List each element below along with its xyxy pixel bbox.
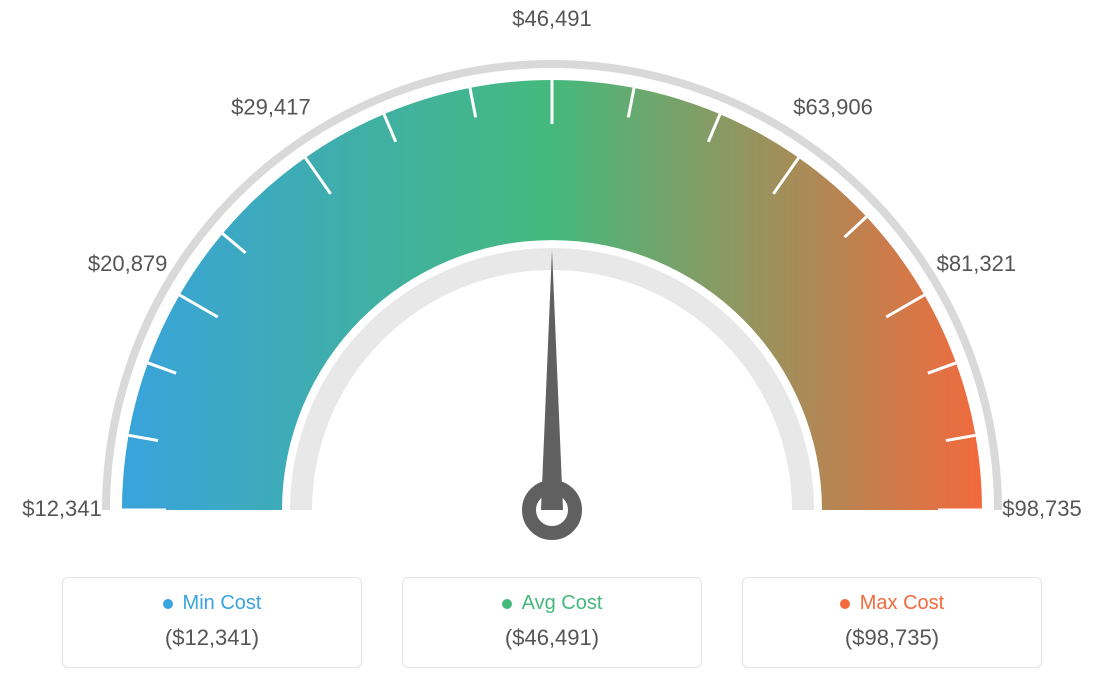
legend-dot-icon	[840, 599, 850, 609]
gauge-needle	[541, 250, 563, 510]
legend-value: ($12,341)	[63, 625, 361, 651]
gauge-tick-label: $29,417	[231, 94, 311, 119]
legend-title: Avg Cost	[502, 592, 603, 615]
gauge-tick-label: $12,341	[22, 496, 102, 521]
legend-label: Avg Cost	[522, 592, 603, 615]
gauge-tick-label: $98,735	[1002, 496, 1082, 521]
gauge-tick-label: $63,906	[793, 94, 873, 119]
legend-title: Min Cost	[163, 592, 262, 615]
legend-label: Min Cost	[183, 592, 262, 615]
gauge-tick-label: $20,879	[88, 251, 168, 276]
legend-value: ($46,491)	[403, 625, 701, 651]
gauge-tick-label: $81,321	[937, 251, 1017, 276]
legend-card: Avg Cost ($46,491)	[402, 577, 702, 668]
gauge-chart: $12,341 $20,879 $29,417 $46,491 $63,906 $81,3…	[0, 0, 1104, 560]
legend-title: Max Cost	[840, 592, 944, 615]
legend-value: ($98,735)	[743, 625, 1041, 651]
gauge-svg: $12,341 $20,879 $29,417 $46,491 $63,906 $81,3…	[0, 10, 1104, 570]
legend-dot-icon	[502, 599, 512, 609]
gauge-tick-label: $46,491	[512, 10, 592, 31]
legend-row: Min Cost ($12,341) Avg Cost ($46,491) Max Co…	[0, 577, 1104, 668]
legend-card: Min Cost ($12,341)	[62, 577, 362, 668]
legend-dot-icon	[163, 599, 173, 609]
legend-card: Max Cost ($98,735)	[742, 577, 1042, 668]
legend-label: Max Cost	[860, 592, 944, 615]
